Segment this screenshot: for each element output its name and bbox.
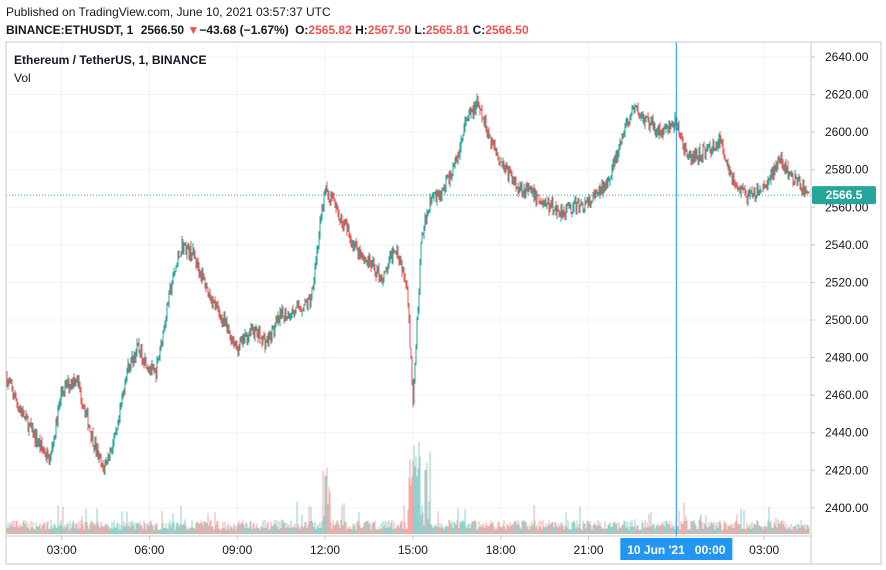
candles (6, 93, 810, 476)
down-arrow-icon: ▼ (187, 23, 200, 37)
time-tick-label: 18:00 (486, 543, 516, 557)
time-tick-label: 12:00 (310, 543, 340, 557)
price-tick-label: 2420.00 (825, 463, 869, 477)
price-tick-label: 2580.00 (825, 163, 869, 177)
legend-title: Ethereum / TetherUS, 1, BINANCE (14, 53, 207, 67)
crosshair-time-tag (620, 538, 733, 560)
time-tick-label: 21:00 (574, 543, 604, 557)
price-tick-label: 2620.00 (825, 88, 869, 102)
close-value: 2566.50 (485, 23, 529, 37)
price-tick-label: 2440.00 (825, 426, 869, 440)
price-tick-label: 2600.00 (825, 125, 869, 139)
price-tick-label: 2400.00 (825, 501, 869, 515)
price-tick-label: 2480.00 (825, 351, 869, 365)
time-tick-label: 03:00 (749, 543, 779, 557)
crosshair-time-label: 10 Jun '21 00:00 (627, 543, 726, 557)
open-label: O: (295, 23, 309, 37)
last-price-tag (812, 186, 876, 205)
time-tick-label: 03:00 (47, 543, 77, 557)
time-tick-label: 09:00 (222, 543, 252, 557)
time-axis: 03:00 06:00 09:00 12:00 15:00 18:00 21:00 03:00 (47, 536, 780, 557)
published-line: Published on TradingView.com, June 10, 2… (6, 5, 331, 19)
close-label: C: (472, 23, 486, 37)
volume-bars (6, 442, 810, 534)
time-tick-label: 15:00 (398, 543, 428, 557)
change-label: −43.68 (−1.67%) (199, 23, 289, 37)
price-axis-frame (810, 41, 882, 565)
time-tick-label: 06:00 (134, 543, 164, 557)
price-axis: 2400.00 2420.00 2440.00 2460.00 2480.00 2500.… (811, 50, 869, 515)
price-tick-label: 2540.00 (825, 238, 869, 252)
price-tick-label: 2520.00 (825, 275, 869, 289)
symbol-label: BINANCE:ETHUSDT, 1 (6, 23, 134, 37)
price-tick-label: 2500.00 (825, 313, 869, 327)
high-label: H: (355, 23, 368, 37)
price-tick-label: 2460.00 (825, 388, 869, 402)
low-value: 2565.81 (425, 23, 470, 37)
symbol-ohlc-line: BINANCE:ETHUSDT, 1 2566.50 ▼−43.68 (−1.6… (6, 23, 529, 37)
high-value: 2567.50 (367, 23, 412, 37)
last-price-tag-label: 2566.5 (826, 188, 863, 202)
open-value: 2565.82 (308, 23, 352, 37)
last-price-label: 2566.50 (140, 23, 185, 37)
time-axis-frame (5, 535, 812, 565)
low-label: L: (414, 23, 426, 37)
price-tick-label: 2640.00 (825, 50, 869, 64)
legend-volume: Vol (14, 71, 31, 85)
